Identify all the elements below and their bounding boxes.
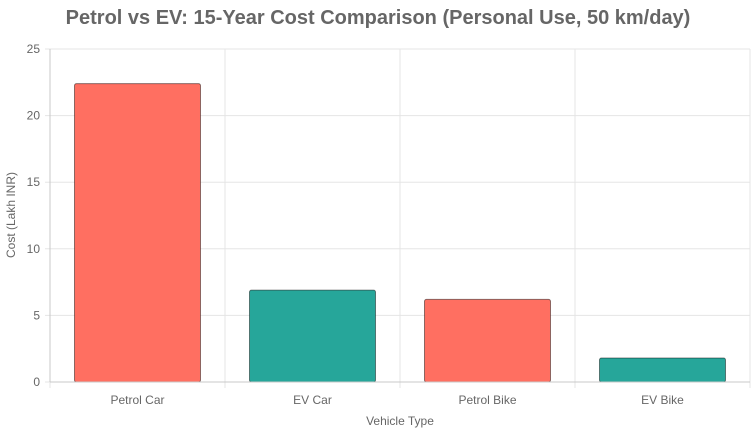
y-tick-label: 5 — [33, 308, 40, 322]
y-tick-label: 20 — [27, 109, 41, 123]
x-tick-label: Petrol Bike — [458, 393, 516, 407]
x-tick-label: Petrol Car — [110, 393, 164, 407]
x-axis-ticks: Petrol Car EV Car Petrol Bike EV Bike — [110, 393, 684, 407]
x-tick-label: EV Bike — [641, 393, 684, 407]
y-tick-label: 25 — [27, 42, 41, 56]
y-tick-label: 10 — [27, 242, 41, 256]
bar-ev-bike — [599, 357, 726, 383]
bar-petrol-bike — [424, 298, 551, 383]
x-axis-label: Vehicle Type — [366, 414, 434, 428]
y-tick-label: 15 — [27, 175, 41, 189]
y-tick-label: 0 — [33, 375, 40, 389]
y-axis-ticks: 0 5 10 15 20 25 — [27, 42, 41, 389]
chart-title: Petrol vs EV: 15-Year Cost Comparison (P… — [66, 7, 691, 29]
bar-petrol-car — [74, 83, 201, 383]
bar-ev-car — [249, 289, 376, 383]
y-axis-label: Cost (Lakh INR) — [4, 172, 18, 258]
x-tick-label: EV Car — [293, 393, 332, 407]
